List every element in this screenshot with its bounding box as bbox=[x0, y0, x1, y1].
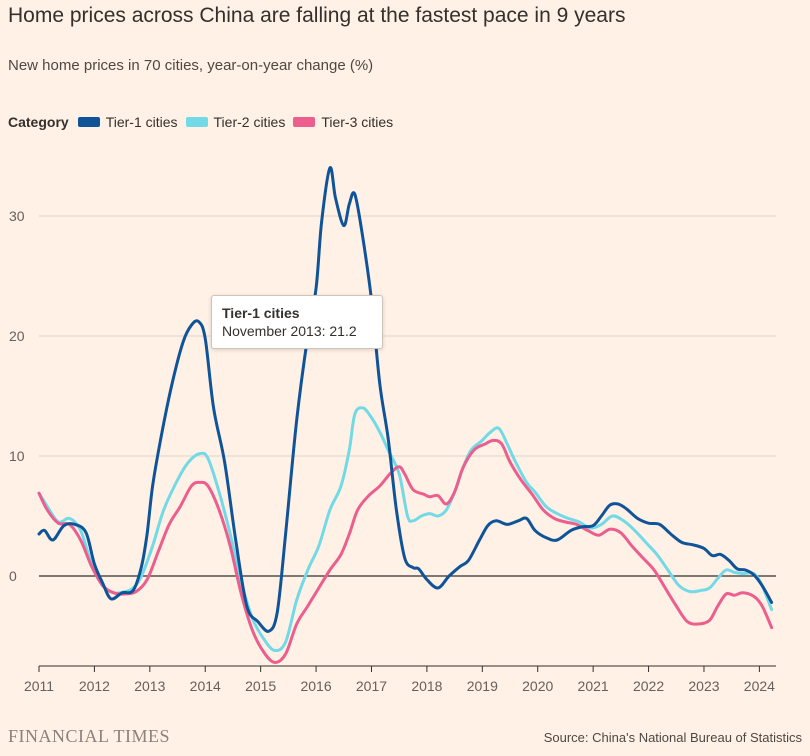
legend-label-tier2: Tier-2 cities bbox=[213, 114, 286, 130]
x-tick-label-2013: 2013 bbox=[134, 678, 165, 694]
series-line-tier-3-cities bbox=[37, 438, 774, 664]
tooltip-value: November 2013: 21.2 bbox=[222, 323, 357, 339]
x-tick-label-2024: 2024 bbox=[744, 678, 775, 694]
y-tick-label-0: 0 bbox=[9, 568, 17, 584]
chart-subtitle: New home prices in 70 cities, year-on-ye… bbox=[8, 57, 374, 74]
x-tick-label-2019: 2019 bbox=[467, 678, 498, 694]
legend-item-tier3[interactable]: Tier-3 cities bbox=[293, 114, 393, 130]
legend-swatch-tier3 bbox=[293, 117, 316, 127]
x-tick-label-2016: 2016 bbox=[300, 678, 331, 694]
legend-swatch-tier1 bbox=[77, 117, 100, 127]
x-tick-label-2020: 2020 bbox=[522, 678, 553, 694]
y-tick-label-10: 10 bbox=[9, 448, 25, 464]
legend-label-tier1: Tier-1 cities bbox=[105, 114, 178, 130]
x-tick-label-2014: 2014 bbox=[190, 678, 221, 694]
tooltip-series: Tier-1 cities bbox=[222, 305, 300, 321]
legend: Category Tier-1 cities Tier-2 cities Tie… bbox=[8, 113, 401, 131]
legend-item-tier1[interactable]: Tier-1 cities bbox=[77, 114, 178, 130]
legend-category-label: Category bbox=[8, 114, 69, 130]
chart-title: Home prices across China are falling at … bbox=[8, 4, 626, 27]
x-tick-label-2015: 2015 bbox=[245, 678, 276, 694]
legend-item-tier2[interactable]: Tier-2 cities bbox=[185, 114, 286, 130]
x-tick-label-2021: 2021 bbox=[578, 678, 609, 694]
x-tick-label-2018: 2018 bbox=[411, 678, 442, 694]
x-tick-label-2023: 2023 bbox=[688, 678, 719, 694]
x-tick-label-2022: 2022 bbox=[633, 678, 664, 694]
y-tick-label-30: 30 bbox=[9, 208, 25, 224]
ft-logo: FINANCIAL TIMES bbox=[8, 726, 171, 746]
series-line-tier-1-cities bbox=[37, 166, 774, 633]
y-tick-label-20: 20 bbox=[9, 328, 25, 344]
x-tick-label-2011: 2011 bbox=[24, 678, 54, 694]
source-note: Source: China's National Bureau of Stati… bbox=[543, 730, 802, 745]
x-tick-label-2012: 2012 bbox=[79, 678, 110, 694]
series-line-tier-2-cities bbox=[37, 406, 774, 653]
x-tick-label-2017: 2017 bbox=[356, 678, 387, 694]
legend-swatch-tier2 bbox=[185, 117, 208, 127]
tooltip: Tier-1 cities November 2013: 21.2 bbox=[211, 295, 383, 349]
legend-label-tier3: Tier-3 cities bbox=[321, 114, 394, 130]
